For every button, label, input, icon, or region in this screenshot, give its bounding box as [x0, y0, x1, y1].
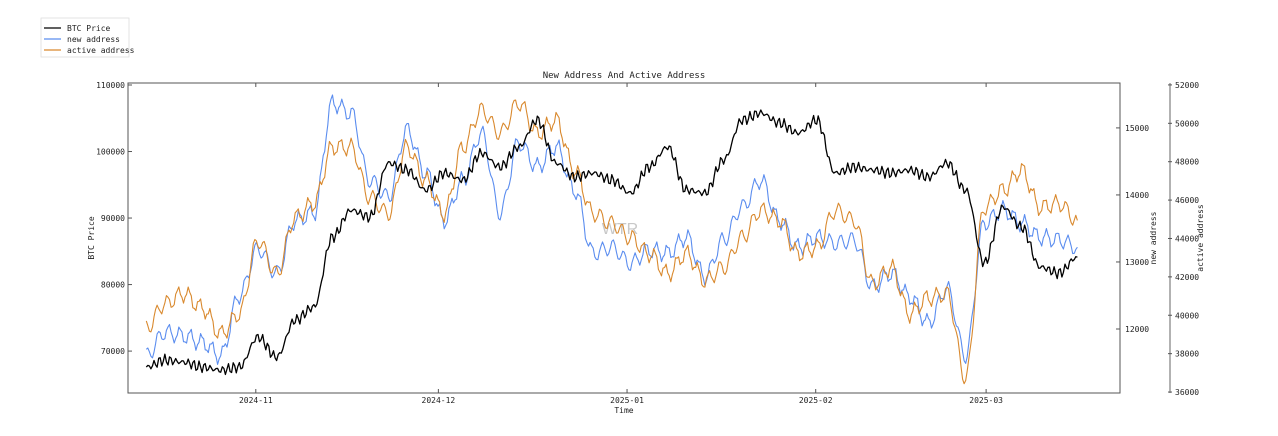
x-tick-label: 2025-03	[969, 396, 1003, 405]
new-address-tick-label: 12000	[1125, 325, 1149, 334]
active-address-tick-label: 50000	[1175, 119, 1199, 128]
series-line-new-address	[145, 94, 1078, 365]
active-address-tick-label: 40000	[1175, 311, 1199, 320]
new-address-tick-label: 13000	[1125, 258, 1149, 267]
series-layer	[145, 94, 1078, 385]
new-address-tick-label: 15000	[1125, 124, 1149, 133]
active-address-tick-label: 42000	[1175, 273, 1199, 282]
tick-layer: 2024-11 2024-12 2025-01 2025-02 2025-03 70000…	[96, 81, 1199, 405]
active-address-axis-label: active address	[1196, 204, 1205, 272]
left-tick-label: 110000	[96, 81, 125, 90]
new-address-axis-label: new address	[1149, 211, 1158, 264]
x-tick-label: 2024-12	[422, 396, 456, 405]
left-tick-label: 100000	[96, 148, 125, 157]
legend: BTC Price new address active address	[40, 17, 135, 58]
left-tick-label: 90000	[101, 214, 125, 223]
x-tick-label: 2025-01	[610, 396, 644, 405]
plot-frame	[127, 82, 1121, 394]
active-address-tick-label: 52000	[1175, 81, 1199, 90]
legend-label-new-address: new address	[67, 35, 120, 44]
left-tick-label: 80000	[101, 281, 125, 290]
x-axis-label: Time	[614, 406, 633, 415]
series-line-btc-price	[145, 109, 1078, 376]
x-tick-label: 2025-02	[799, 396, 833, 405]
active-address-tick-label: 46000	[1175, 196, 1199, 205]
active-address-tick-label: 38000	[1175, 350, 1199, 359]
active-address-tick-label: 44000	[1175, 234, 1199, 243]
watermark: WTR	[602, 221, 638, 238]
chart-title: New Address And Active Address	[543, 71, 706, 81]
left-axis-label: BTC Price	[87, 216, 96, 260]
series-line-active-address	[145, 99, 1078, 385]
active-address-tick-label: 48000	[1175, 158, 1199, 167]
active-address-tick-label: 36000	[1175, 388, 1199, 397]
legend-label-btc: BTC Price	[67, 24, 111, 33]
x-tick-label: 2024-11	[239, 396, 273, 405]
new-address-tick-label: 14000	[1125, 191, 1149, 200]
left-tick-label: 70000	[101, 347, 125, 356]
legend-label-active-address: active address	[67, 46, 135, 55]
